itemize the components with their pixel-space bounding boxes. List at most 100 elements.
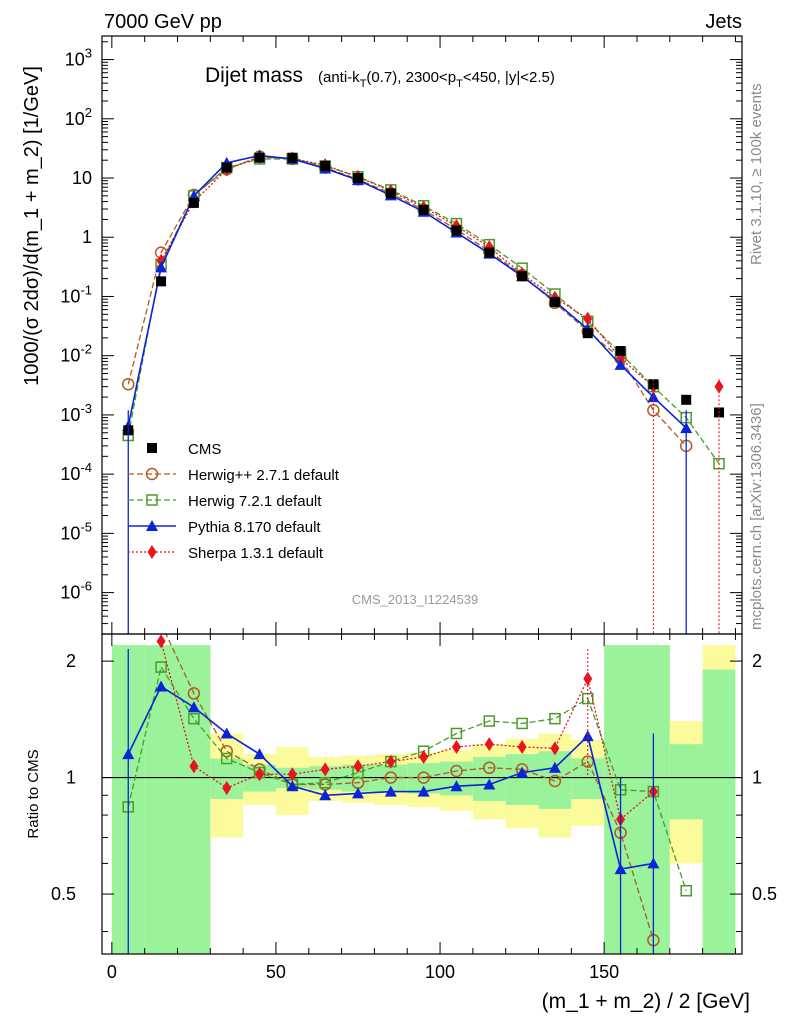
ratio-point xyxy=(483,715,496,727)
data-point xyxy=(517,271,528,282)
ratio-point xyxy=(353,759,363,774)
band-green xyxy=(144,645,178,954)
ratio-point xyxy=(450,764,463,778)
ratio-plot-frame xyxy=(101,633,743,955)
ratio-point xyxy=(550,741,560,756)
ratio-point xyxy=(516,766,529,778)
x-tick-label: 150 xyxy=(589,962,619,982)
ratio-uncertainty-bands xyxy=(102,645,742,954)
ratio-tick-label: 1 xyxy=(66,768,76,788)
data-point xyxy=(320,160,331,171)
x-axis-label: (m_1 + m_2) / 2 [GeV] xyxy=(542,990,750,1013)
ratio-point xyxy=(286,780,299,792)
ratio-point xyxy=(155,661,167,673)
ratio-point xyxy=(483,761,496,775)
legend-label: Pythia 8.170 default xyxy=(188,519,321,536)
ratio-point xyxy=(187,687,201,700)
legend-label: Herwig 7.2.1 default xyxy=(188,493,322,510)
y-tick-label: 1 xyxy=(82,227,92,247)
data-point xyxy=(549,297,560,308)
ratio-line xyxy=(160,641,654,821)
legend-label: Sherpa 1.3.1 default xyxy=(188,545,324,562)
header-right: Jets xyxy=(705,11,742,33)
ratio-point xyxy=(450,780,463,792)
data-point xyxy=(418,204,429,215)
y-tick-label: 102 xyxy=(65,105,92,129)
x-tick-label: 100 xyxy=(425,962,455,982)
series-line xyxy=(127,154,687,429)
ratio-series xyxy=(122,634,692,954)
data-point xyxy=(156,276,167,287)
ratio-point xyxy=(516,717,528,730)
ratio-point xyxy=(222,780,232,795)
data-point xyxy=(681,394,692,405)
data-point xyxy=(353,173,363,184)
header-left: 7000 GeV pp xyxy=(104,11,222,33)
ratio-point xyxy=(417,771,430,784)
data-point xyxy=(582,328,593,339)
band-green xyxy=(177,645,211,954)
ratio-tick-label: 0.5 xyxy=(51,884,76,904)
ratio-point xyxy=(253,748,266,760)
data-point xyxy=(188,197,199,208)
y-tick-label: 10-6 xyxy=(60,579,92,603)
data-point xyxy=(155,261,168,273)
ratio-point xyxy=(680,884,692,897)
data-point xyxy=(385,188,396,199)
y-tick-label: 10-1 xyxy=(60,282,92,306)
chart-title: Dijet mass xyxy=(205,64,303,87)
data-point xyxy=(583,311,593,326)
ratio-tick-label: 2 xyxy=(66,651,76,671)
ratio-point xyxy=(450,727,463,740)
ratio-point xyxy=(548,761,561,773)
legend-marker xyxy=(146,494,158,506)
legend-label: CMS xyxy=(188,441,221,458)
x-tick-label: 0 xyxy=(107,962,117,982)
legend-marker xyxy=(147,443,157,453)
side-label-bottom: mcplots.cern.ch [arXiv:1306.3436] xyxy=(748,403,765,630)
data-point xyxy=(451,225,462,236)
ratio-point xyxy=(483,778,496,790)
ratio-point xyxy=(220,727,233,739)
ratio-point xyxy=(189,759,199,774)
band-green xyxy=(505,754,539,805)
ratio-point xyxy=(548,774,562,788)
band-green xyxy=(538,751,572,809)
axes-ticks: 0 50 100 150 10-6 10-5 10-4 10-3 10-2 10-1 1 10 102 1… xyxy=(51,36,777,982)
ratio-point xyxy=(451,739,461,754)
data-point xyxy=(122,377,135,391)
side-label-top: Rivet 3.1.10, ≥ 100k events xyxy=(748,83,765,265)
data-point xyxy=(484,247,495,258)
ratio-point xyxy=(319,789,332,801)
chart-subtitle: (anti-kT(0.7), 2300<pT<450, |y|<2.5) xyxy=(318,69,555,90)
y-tick-label: 10-5 xyxy=(60,519,92,543)
ratio-point xyxy=(549,712,561,725)
ratio-tick-label-right: 2 xyxy=(752,651,762,671)
ratio-point xyxy=(156,634,166,649)
legend-marker xyxy=(145,467,159,481)
ratio-point xyxy=(187,701,200,713)
ratio-point xyxy=(384,771,398,784)
y-tick-label: 10 xyxy=(72,168,92,188)
y-tick-label: 10-3 xyxy=(60,401,92,425)
data-point xyxy=(615,346,626,357)
data-point xyxy=(221,162,232,173)
data-point xyxy=(614,358,627,370)
ratio-point xyxy=(417,785,430,797)
y-tick-label: 103 xyxy=(65,46,92,70)
data-point xyxy=(287,152,298,163)
series-line xyxy=(127,155,687,447)
ratio-point xyxy=(384,785,397,797)
ratio-line xyxy=(165,634,655,941)
ratio-tick-label-right: 1 xyxy=(752,768,762,788)
y-axis-label: 1000/(σ 2dσ)/d(m_1 + m_2) [1/GeV] xyxy=(21,66,43,386)
band-green xyxy=(702,669,736,954)
ratio-point xyxy=(188,712,200,725)
ratio-line xyxy=(127,665,687,891)
series-line xyxy=(160,156,654,388)
band-green xyxy=(669,744,703,820)
ratio-point xyxy=(581,730,594,742)
ratio-point xyxy=(155,680,168,692)
watermark: CMS_2013_I1224539 xyxy=(352,592,479,607)
